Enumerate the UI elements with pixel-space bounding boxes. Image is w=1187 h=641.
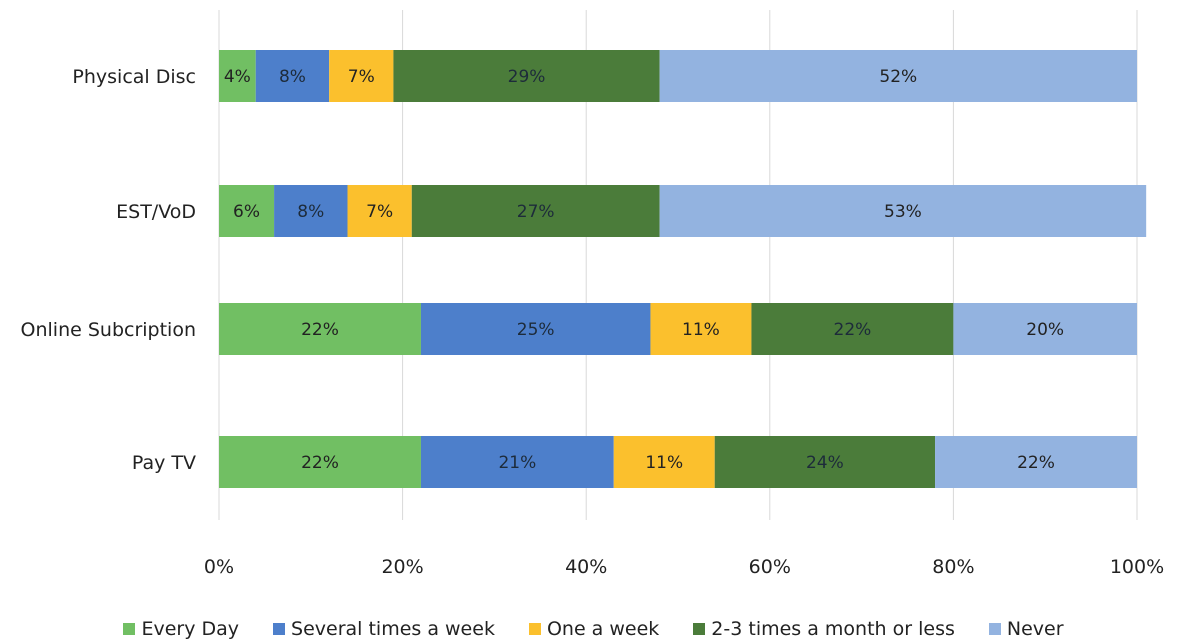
bar-segment bbox=[255, 50, 330, 102]
legend-swatch bbox=[528, 623, 541, 635]
x-axis-ticks: 0% 20% 40% 60% 80% 100% bbox=[204, 556, 1164, 578]
legend-swatch bbox=[988, 623, 1001, 635]
x-tick-label: 100% bbox=[1110, 556, 1164, 578]
legend-swatch bbox=[273, 623, 286, 635]
data-label: 27% bbox=[517, 202, 555, 222]
bar-segment bbox=[659, 185, 1147, 237]
legend-label: Never bbox=[1006, 618, 1064, 640]
bar-segment bbox=[751, 303, 954, 355]
bar-segment bbox=[219, 436, 421, 488]
data-label: 53% bbox=[884, 202, 922, 222]
x-tick-label: 60% bbox=[749, 556, 791, 578]
legend-label: Every Day bbox=[141, 618, 240, 640]
bar-segment bbox=[420, 303, 651, 355]
legend-item: Every Day bbox=[123, 618, 239, 640]
stacked-bar-chart: 4% 8% 7% 29% 52% 6% 8% 7% 27% 53% 22% 25% 11% 22% 20% 2… bbox=[21, 10, 1164, 578]
data-label: 22% bbox=[301, 320, 339, 340]
data-label: 7% bbox=[366, 202, 393, 222]
data-label: 25% bbox=[517, 320, 555, 340]
legend-item: 2-3 times a month or less bbox=[693, 618, 955, 640]
legend-swatch bbox=[123, 623, 136, 635]
category-labels: Physical Disc EST/VoD Online Subcription Pa… bbox=[21, 66, 196, 474]
bar-segment bbox=[219, 185, 275, 237]
data-label: 29% bbox=[508, 67, 546, 87]
bar-segment bbox=[420, 436, 614, 488]
data-label: 52% bbox=[879, 67, 917, 87]
bar-segment bbox=[650, 303, 752, 355]
x-tick-label: 80% bbox=[932, 556, 974, 578]
x-tick-label: 0% bbox=[204, 556, 234, 578]
legend-item: Never bbox=[988, 618, 1064, 640]
category-label: EST/VoD bbox=[116, 201, 196, 223]
bar-segment bbox=[274, 185, 348, 237]
category-label: Pay TV bbox=[132, 452, 196, 474]
bar-segment bbox=[219, 303, 421, 355]
bar-segment bbox=[219, 50, 256, 102]
data-label: 21% bbox=[498, 453, 536, 473]
bar-segment bbox=[329, 50, 394, 102]
bar-segment bbox=[714, 436, 936, 488]
data-label: 24% bbox=[806, 453, 844, 473]
data-label: 22% bbox=[1017, 453, 1055, 473]
data-label: 20% bbox=[1026, 320, 1064, 340]
data-label: 22% bbox=[301, 453, 339, 473]
data-label: 7% bbox=[348, 67, 375, 87]
legend-item: One a week bbox=[528, 618, 660, 640]
legend: Every Day Several times a week One a week 2… bbox=[0, 617, 1187, 641]
bar-segment bbox=[613, 436, 715, 488]
data-label: 11% bbox=[645, 453, 683, 473]
legend-item: Several times a week bbox=[273, 618, 495, 640]
legend-swatch bbox=[693, 623, 706, 635]
x-tick-label: 40% bbox=[565, 556, 607, 578]
bar-segment bbox=[393, 50, 660, 102]
bars: 4% 8% 7% 29% 52% 6% 8% 7% 27% 53% 22% 25% 11% 22% 20% 2… bbox=[219, 50, 1147, 488]
bar-segment bbox=[953, 303, 1137, 355]
legend-label: One a week bbox=[546, 618, 660, 640]
bar-segment bbox=[659, 50, 1137, 102]
data-label: 6% bbox=[233, 202, 260, 222]
bar-segment bbox=[347, 185, 412, 237]
bar-segment bbox=[411, 185, 660, 237]
bar-segment bbox=[935, 436, 1137, 488]
data-label: 8% bbox=[297, 202, 324, 222]
data-label: 11% bbox=[682, 320, 720, 340]
x-tick-label: 20% bbox=[381, 556, 423, 578]
legend-label: Several times a week bbox=[291, 618, 495, 640]
category-label: Online Subcription bbox=[21, 319, 196, 341]
legend-label: 2-3 times a month or less bbox=[711, 618, 955, 640]
data-label: 8% bbox=[279, 67, 306, 87]
data-label: 22% bbox=[834, 320, 872, 340]
data-label: 4% bbox=[224, 67, 251, 87]
category-label: Physical Disc bbox=[72, 66, 196, 88]
